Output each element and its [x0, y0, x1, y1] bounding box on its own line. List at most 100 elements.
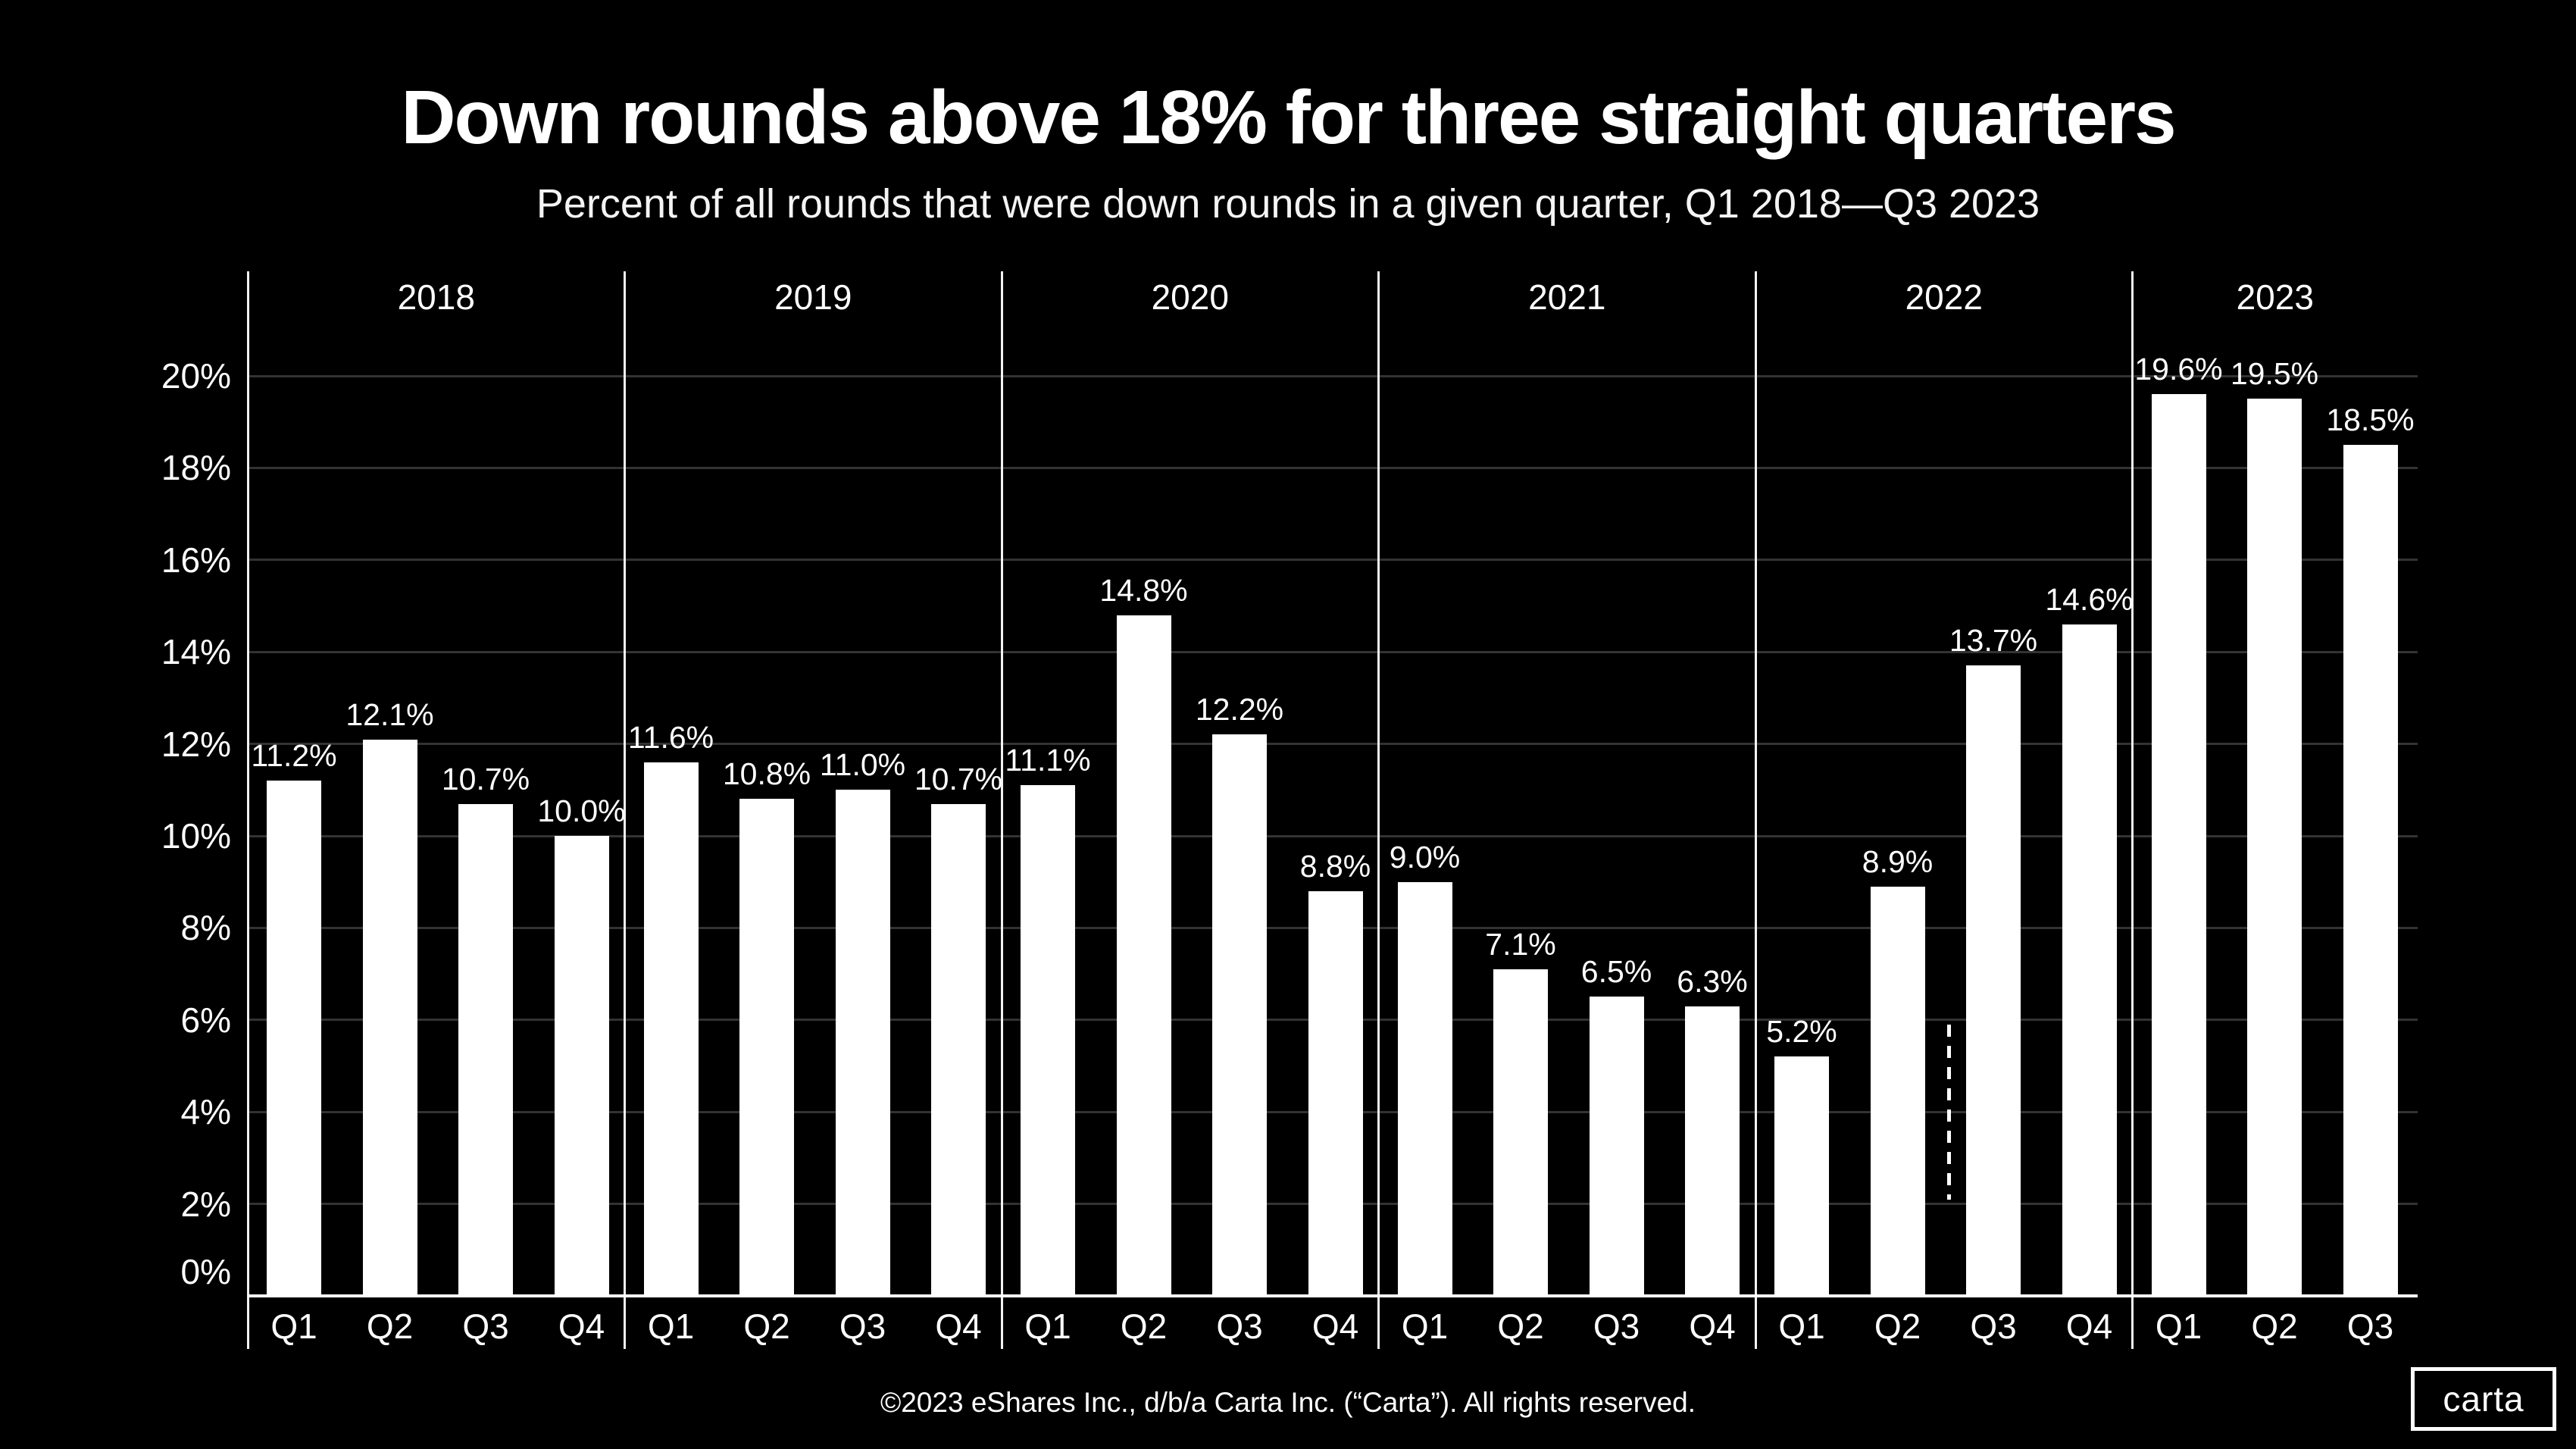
bar-value-label: 10.0% — [537, 793, 626, 828]
carta-logo-text: carta — [2443, 1379, 2524, 1419]
bar-2021-Q2 — [1493, 969, 1548, 1296]
x-axis-label-2023-Q1: Q1 — [2155, 1307, 2202, 1346]
y-axis-tick-label: 16% — [161, 540, 231, 580]
bar-2020-Q4 — [1308, 890, 1363, 1296]
bar-value-label: 14.8% — [1099, 572, 1188, 608]
x-axis-label-2022-Q4: Q4 — [2065, 1307, 2113, 1346]
gridline-20pct — [248, 374, 2418, 377]
bar-2021-Q3 — [1589, 997, 1644, 1296]
dashed-annotation-line — [1947, 1024, 1952, 1200]
chart-subtitle: Percent of all rounds that were down rou… — [536, 181, 2040, 227]
gridline-14pct — [248, 650, 2418, 653]
bar-2023-Q3 — [2343, 445, 2398, 1296]
y-axis-tick-label: 0% — [180, 1252, 231, 1291]
year-label-2020: 2020 — [1151, 277, 1229, 317]
x-axis-label-2023-Q2: Q2 — [2251, 1307, 2298, 1346]
year-separator — [624, 271, 626, 1349]
y-axis-tick-label: 2% — [180, 1184, 231, 1224]
carta-logo: carta — [2411, 1367, 2556, 1431]
bar-value-label: 8.8% — [1299, 848, 1371, 884]
y-axis-tick-label: 12% — [161, 724, 231, 764]
x-axis-label-2022-Q2: Q2 — [1874, 1307, 1921, 1346]
bar-2020-Q1 — [1021, 785, 1075, 1296]
bar-2023-Q2 — [2247, 399, 2302, 1296]
bar-2018-Q4 — [554, 836, 609, 1296]
x-axis-label-2021-Q1: Q1 — [1401, 1307, 1449, 1346]
year-label-2019: 2019 — [774, 277, 852, 317]
bar-2021-Q4 — [1685, 1006, 1740, 1296]
chart-title: Down rounds above 18% for three straight… — [401, 75, 2176, 160]
y-axis-tick-label: 14% — [161, 632, 231, 672]
x-axis-label-2019-Q1: Q1 — [647, 1307, 695, 1346]
year-separator — [1000, 271, 1003, 1349]
year-separator — [246, 271, 249, 1349]
bar-value-label: 8.9% — [1862, 843, 1934, 879]
bar-2019-Q2 — [739, 799, 794, 1296]
x-axis-label-2020-Q2: Q2 — [1120, 1307, 1168, 1346]
x-axis-label-2018-Q1: Q1 — [270, 1307, 317, 1346]
x-axis-label-2019-Q2: Q2 — [743, 1307, 790, 1346]
x-axis-label-2020-Q1: Q1 — [1024, 1307, 1071, 1346]
y-axis-tick-label: 6% — [180, 1000, 231, 1040]
bar-2018-Q1 — [267, 781, 321, 1296]
bar-value-label: 12.1% — [345, 696, 434, 732]
bar-value-label: 9.0% — [1389, 839, 1461, 875]
x-axis-label-2019-Q4: Q4 — [935, 1307, 982, 1346]
year-label-2018: 2018 — [397, 277, 475, 317]
year-separator — [1754, 271, 1757, 1349]
x-axis-label-2019-Q3: Q3 — [839, 1307, 886, 1346]
year-label-2023: 2023 — [2236, 277, 2314, 317]
bar-value-label: 18.5% — [2326, 402, 2415, 438]
bar-2022-Q1 — [1774, 1056, 1829, 1296]
bar-value-label: 10.7% — [441, 761, 530, 796]
bar-2023-Q1 — [2151, 394, 2206, 1296]
x-axis-label-2018-Q2: Q2 — [366, 1307, 414, 1346]
y-axis-tick-label: 20% — [161, 356, 231, 396]
gridline-10pct — [248, 834, 2418, 837]
bar-value-label: 11.6% — [627, 719, 714, 755]
bar-2020-Q2 — [1116, 615, 1171, 1296]
bar-2019-Q4 — [931, 803, 986, 1296]
x-axis-label-2022-Q3: Q3 — [1970, 1307, 2017, 1346]
bar-2022-Q2 — [1870, 886, 1925, 1296]
bar-value-label: 14.6% — [2045, 581, 2134, 617]
bar-value-label: 11.2% — [251, 738, 337, 774]
bar-value-label: 19.5% — [2230, 356, 2319, 392]
x-axis-label-2018-Q3: Q3 — [462, 1307, 509, 1346]
y-axis-tick-label: 10% — [161, 816, 231, 856]
x-axis-label-2020-Q4: Q4 — [1311, 1307, 1359, 1346]
x-axis-baseline — [248, 1294, 2418, 1297]
bar-value-label: 19.6% — [2134, 352, 2223, 387]
year-label-2021: 2021 — [1528, 277, 1606, 317]
year-label-2022: 2022 — [1905, 277, 1983, 317]
y-axis-tick-label: 18% — [161, 448, 231, 488]
bar-2022-Q4 — [2062, 624, 2117, 1296]
year-separator — [1377, 271, 1380, 1349]
footer-copyright: ©2023 eShares Inc., d/b/a Carta Inc. (“C… — [880, 1387, 1696, 1418]
year-separator — [2131, 271, 2134, 1349]
x-axis-label-2020-Q3: Q3 — [1216, 1307, 1263, 1346]
bar-2022-Q3 — [1966, 665, 2021, 1296]
bar-value-label: 10.7% — [914, 761, 1003, 796]
gridline-12pct — [248, 743, 2418, 746]
bar-2019-Q3 — [835, 790, 890, 1296]
y-axis-tick-label: 4% — [180, 1092, 231, 1132]
x-axis-label-2021-Q3: Q3 — [1593, 1307, 1640, 1346]
bar-value-label: 11.0% — [819, 747, 906, 783]
gridline-18pct — [248, 466, 2418, 469]
bar-2018-Q3 — [458, 803, 513, 1296]
x-axis-label-2018-Q4: Q4 — [558, 1307, 605, 1346]
bar-2019-Q1 — [643, 762, 699, 1296]
bar-value-label: 6.3% — [1677, 963, 1748, 999]
x-axis-label-2021-Q4: Q4 — [1689, 1307, 1736, 1346]
x-axis-label-2023-Q3: Q3 — [2346, 1307, 2394, 1346]
bar-value-label: 13.7% — [1949, 623, 2038, 659]
bar-2018-Q2 — [362, 739, 417, 1296]
bar-2021-Q1 — [1397, 881, 1452, 1296]
bar-value-label: 6.5% — [1580, 954, 1652, 990]
bar-value-label: 10.8% — [722, 756, 811, 792]
gridline-16pct — [248, 559, 2418, 562]
bar-value-label: 12.2% — [1195, 692, 1284, 728]
